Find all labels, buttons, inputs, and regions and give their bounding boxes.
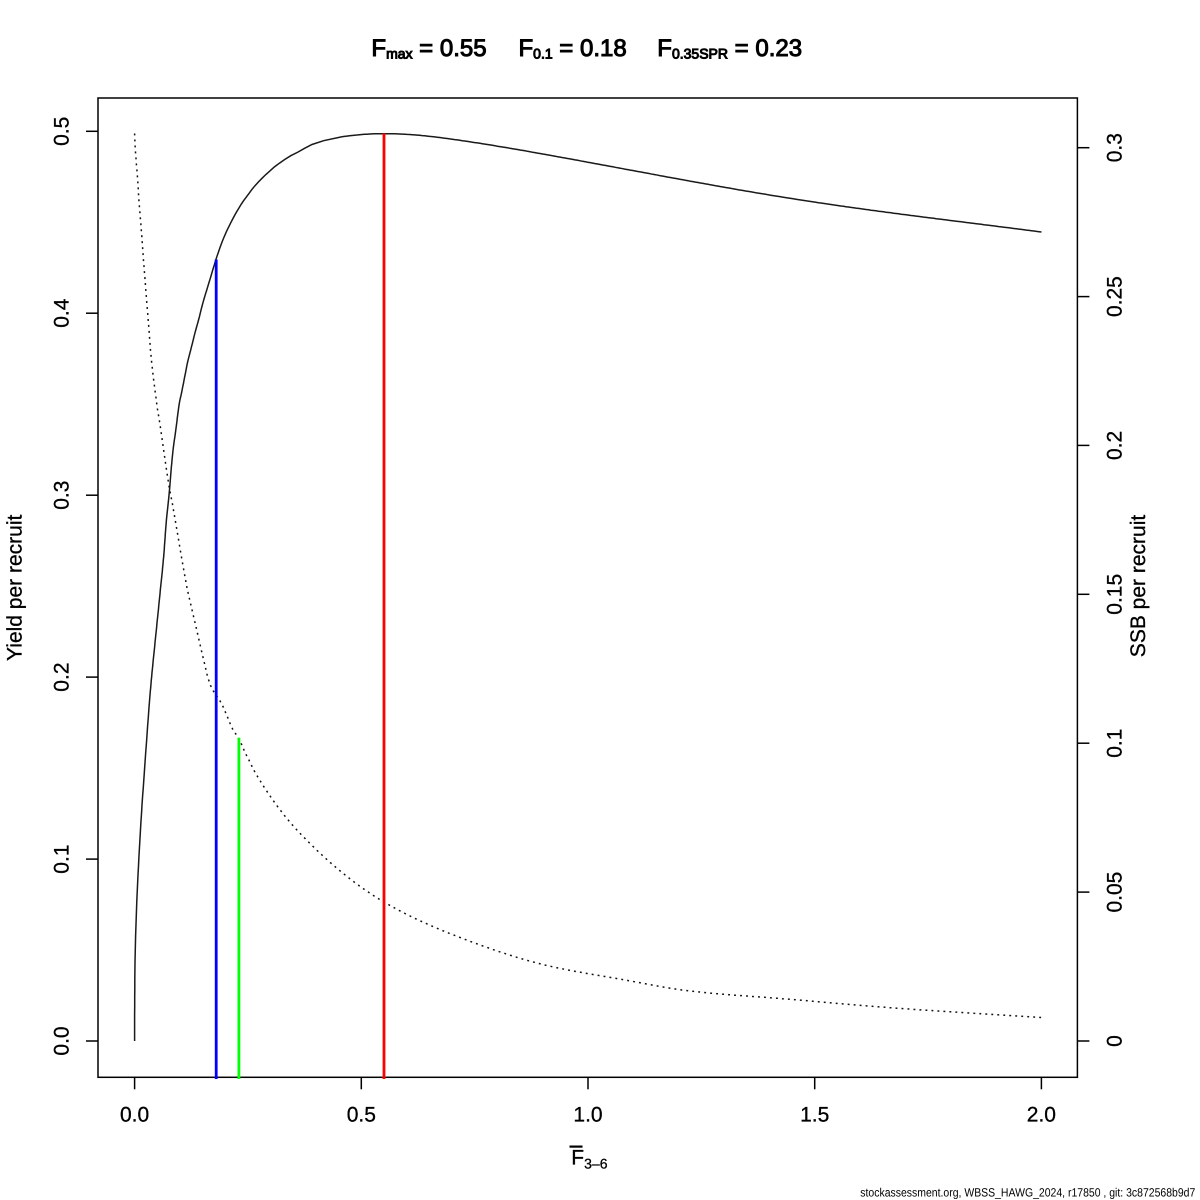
- svg-text:0.1: 0.1: [51, 844, 74, 873]
- svg-text:0.2: 0.2: [1103, 431, 1126, 460]
- svg-text:F3–6: F3–6: [571, 1147, 607, 1172]
- svg-text:F0.1 = 0.18: F0.1 = 0.18: [519, 35, 627, 62]
- svg-text:0.25: 0.25: [1103, 276, 1126, 317]
- svg-text:2.0: 2.0: [1027, 1104, 1056, 1127]
- svg-text:1.0: 1.0: [573, 1104, 602, 1127]
- svg-text:0.5: 0.5: [347, 1104, 376, 1127]
- svg-text:0.15: 0.15: [1103, 574, 1126, 615]
- svg-text:Yield per recruit: Yield per recruit: [3, 515, 26, 661]
- svg-text:0.5: 0.5: [51, 117, 74, 146]
- svg-text:0.3: 0.3: [1103, 133, 1126, 162]
- svg-text:SSB per recruit: SSB per recruit: [1127, 515, 1150, 658]
- svg-text:1.5: 1.5: [800, 1104, 829, 1127]
- svg-text:F0.35SPR = 0.23: F0.35SPR = 0.23: [657, 35, 802, 62]
- svg-text:0.3: 0.3: [51, 481, 74, 510]
- svg-text:0.0: 0.0: [51, 1026, 74, 1055]
- svg-text:0.2: 0.2: [51, 662, 74, 691]
- svg-text:0.05: 0.05: [1103, 872, 1126, 913]
- svg-text:stockassessment.org, WBSS_HAWG: stockassessment.org, WBSS_HAWG_2024, r17…: [860, 1186, 1195, 1200]
- svg-text:0.1: 0.1: [1103, 729, 1126, 758]
- svg-text:Fmax = 0.55: Fmax = 0.55: [371, 35, 486, 62]
- svg-text:0: 0: [1103, 1035, 1126, 1047]
- svg-text:0.4: 0.4: [51, 298, 74, 328]
- svg-text:0.0: 0.0: [120, 1104, 149, 1127]
